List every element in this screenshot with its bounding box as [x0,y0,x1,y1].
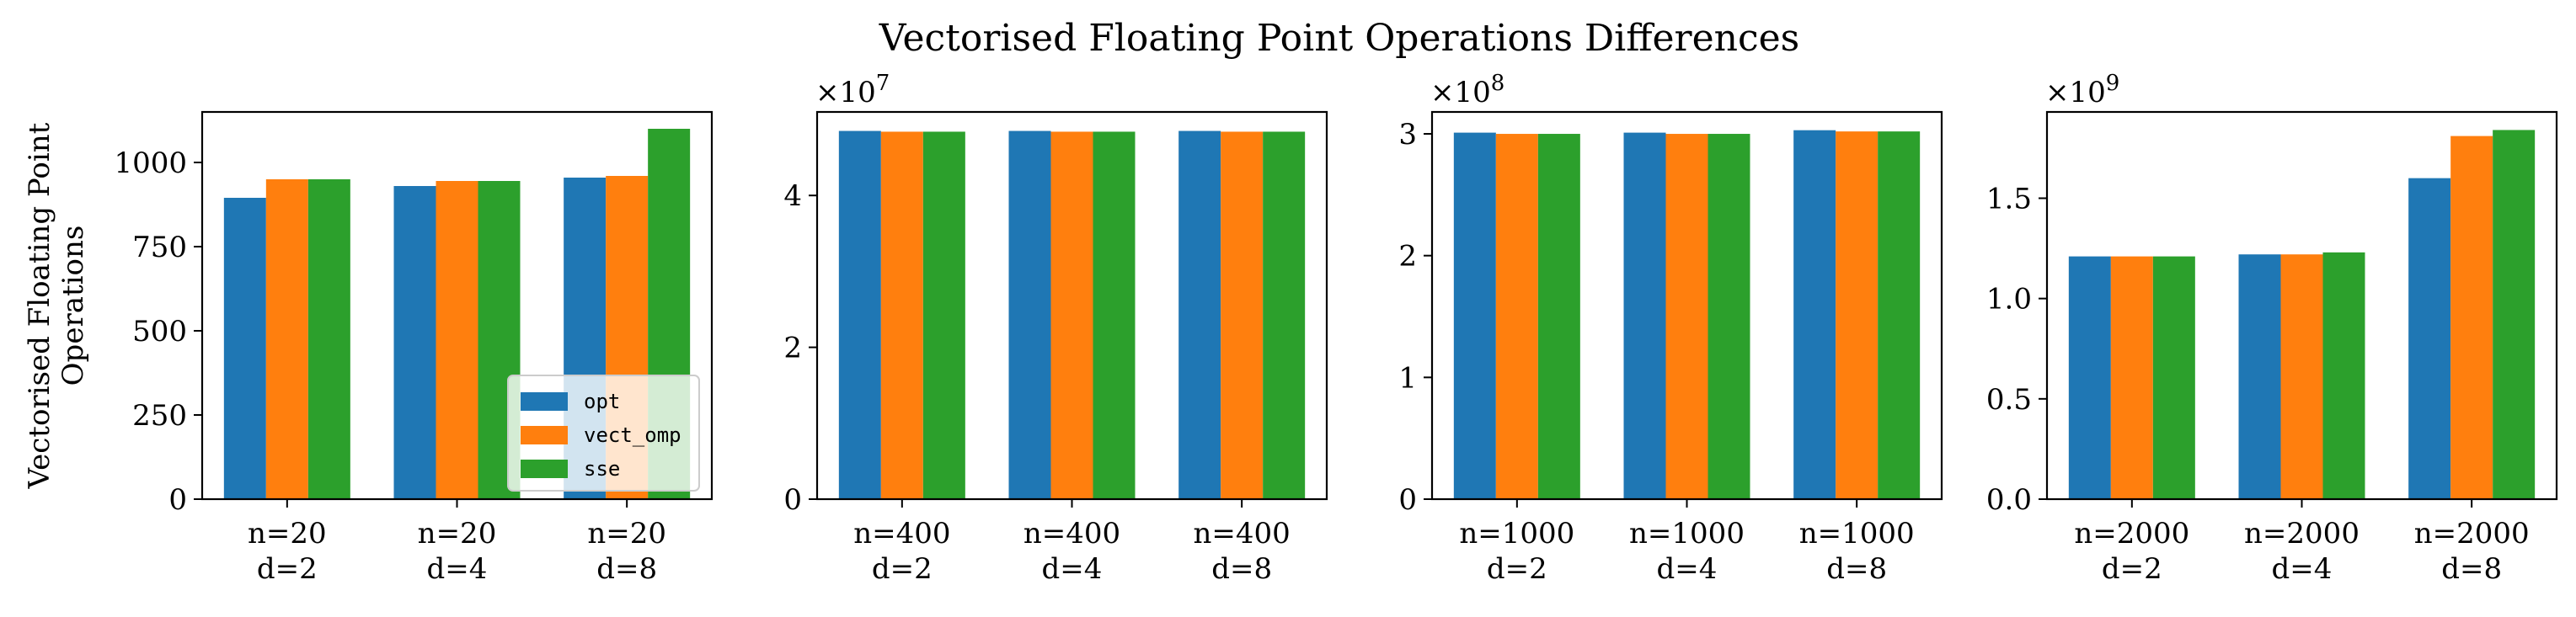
bar-opt-1 [2068,256,2111,499]
y-tick-label: 500 [132,315,187,348]
bar-opt-1 [223,198,266,499]
y-axis-label-line1: Vectorised Floating Point [23,122,56,489]
axes-frame [200,110,713,501]
axis-exponent-label: ×108 [1430,71,1504,109]
y-tick-label: 2 [1398,240,1417,274]
x-tick-label: d=2 [872,552,933,586]
x-tick-label: n=20 [418,517,497,551]
bar-sse-2 [1708,134,1750,500]
x-tick-label: d=4 [2272,552,2333,586]
axes-frame [1430,110,1943,501]
bar-vect_omp-3 [2450,136,2493,499]
bar-sse-2 [2322,252,2365,499]
y-tick-label: 1.0 [1986,283,2032,316]
y-tick-label: 1000 [114,146,187,180]
y-axis-label-line2: Operations [56,226,90,386]
x-tick-label: n=400 [853,517,950,551]
bar-vect_omp-3 [1836,131,1879,499]
y-tick-label: 750 [132,231,187,264]
x-tick-label: d=8 [596,552,657,586]
x-tick-label: n=400 [1194,517,1291,551]
bar-vect_omp-3 [1221,131,1264,499]
legend-swatch-opt [521,392,568,411]
bar-vect_omp-1 [2110,256,2153,499]
bar-opt-3 [2408,178,2451,500]
bar-sse-1 [1537,134,1580,500]
bar-opt-2 [1623,132,1666,500]
x-tick-label: n=2000 [2414,517,2530,551]
x-tick-label: n=20 [248,517,327,551]
x-tick-label: d=4 [427,552,488,586]
x-tick-label: n=1000 [1799,517,1915,551]
x-tick-label: d=8 [1826,552,1887,586]
y-tick-label: 0.5 [1986,383,2032,417]
bar-vect_omp-2 [436,181,478,499]
legend-label-sse: sse [584,457,620,481]
bar-sse-1 [307,179,350,499]
bar-opt-3 [1178,130,1221,500]
legend-label-vect_omp: vect_omp [584,423,681,447]
bar-vect_omp-2 [1050,131,1093,499]
bar-vect_omp-2 [2280,254,2323,499]
axis-exponent-label: ×107 [815,71,890,109]
legend-swatch-sse [521,460,568,478]
bar-opt-2 [1008,130,1051,500]
axes-frame [815,110,1328,501]
bar-sse-1 [2152,256,2195,499]
x-tick-label: d=8 [1211,552,1272,586]
legend-swatch-vect_omp [521,426,568,444]
x-tick-label: n=2000 [2074,517,2189,551]
x-tick-label: n=1000 [1629,517,1745,551]
x-tick-label: d=2 [257,552,318,586]
bar-vect_omp-1 [1495,134,1538,500]
y-tick-label: 1.5 [1986,182,2032,215]
x-tick-label: d=4 [1042,552,1103,586]
bar-vect_omp-1 [880,131,923,499]
x-tick-label: d=2 [1487,552,1547,586]
y-tick-label: 0 [783,483,802,517]
x-tick-label: n=20 [587,517,666,551]
bar-opt-3 [1793,130,1836,499]
y-tick-label: 0 [168,483,187,517]
bar-sse-1 [922,131,965,499]
bar-sse-2 [1093,131,1136,499]
bar-sse-3 [2493,130,2536,499]
x-tick-label: n=2000 [2244,517,2360,551]
y-tick-label: 2 [783,332,802,365]
axes-frame [2045,110,2558,501]
bar-vect_omp-2 [1665,134,1708,500]
y-tick-label: 1 [1398,361,1417,395]
figure-title: Vectorised Floating Point Operations Dif… [879,17,1799,60]
y-tick-label: 4 [783,179,802,213]
legend-label-opt: opt [584,390,620,413]
x-tick-label: d=4 [1657,552,1718,586]
x-tick-label: n=400 [1023,517,1120,551]
chart-panel-4: n=2000d=2n=2000d=4n=2000d=80.00.51.01.5×… [1986,71,2558,586]
bar-opt-1 [1453,132,1496,500]
bar-sse-3 [1263,131,1306,499]
axis-exponent-label: ×109 [2045,71,2119,109]
bar-vect_omp-1 [265,179,308,499]
y-tick-label: 0.0 [1986,483,2032,517]
bar-sse-3 [1878,131,1921,499]
chart-panel-1: n=20d=2n=20d=4n=20d=802505007501000Vecto… [23,110,713,586]
y-tick-label: 3 [1398,118,1417,152]
x-tick-label: n=1000 [1459,517,1574,551]
x-tick-label: d=2 [2102,552,2162,586]
bar-opt-2 [393,186,436,499]
bar-opt-1 [838,130,881,500]
y-tick-label: 0 [1398,483,1417,517]
x-tick-label: d=8 [2441,552,2502,586]
y-tick-label: 250 [132,399,187,433]
bar-opt-2 [2238,254,2281,499]
